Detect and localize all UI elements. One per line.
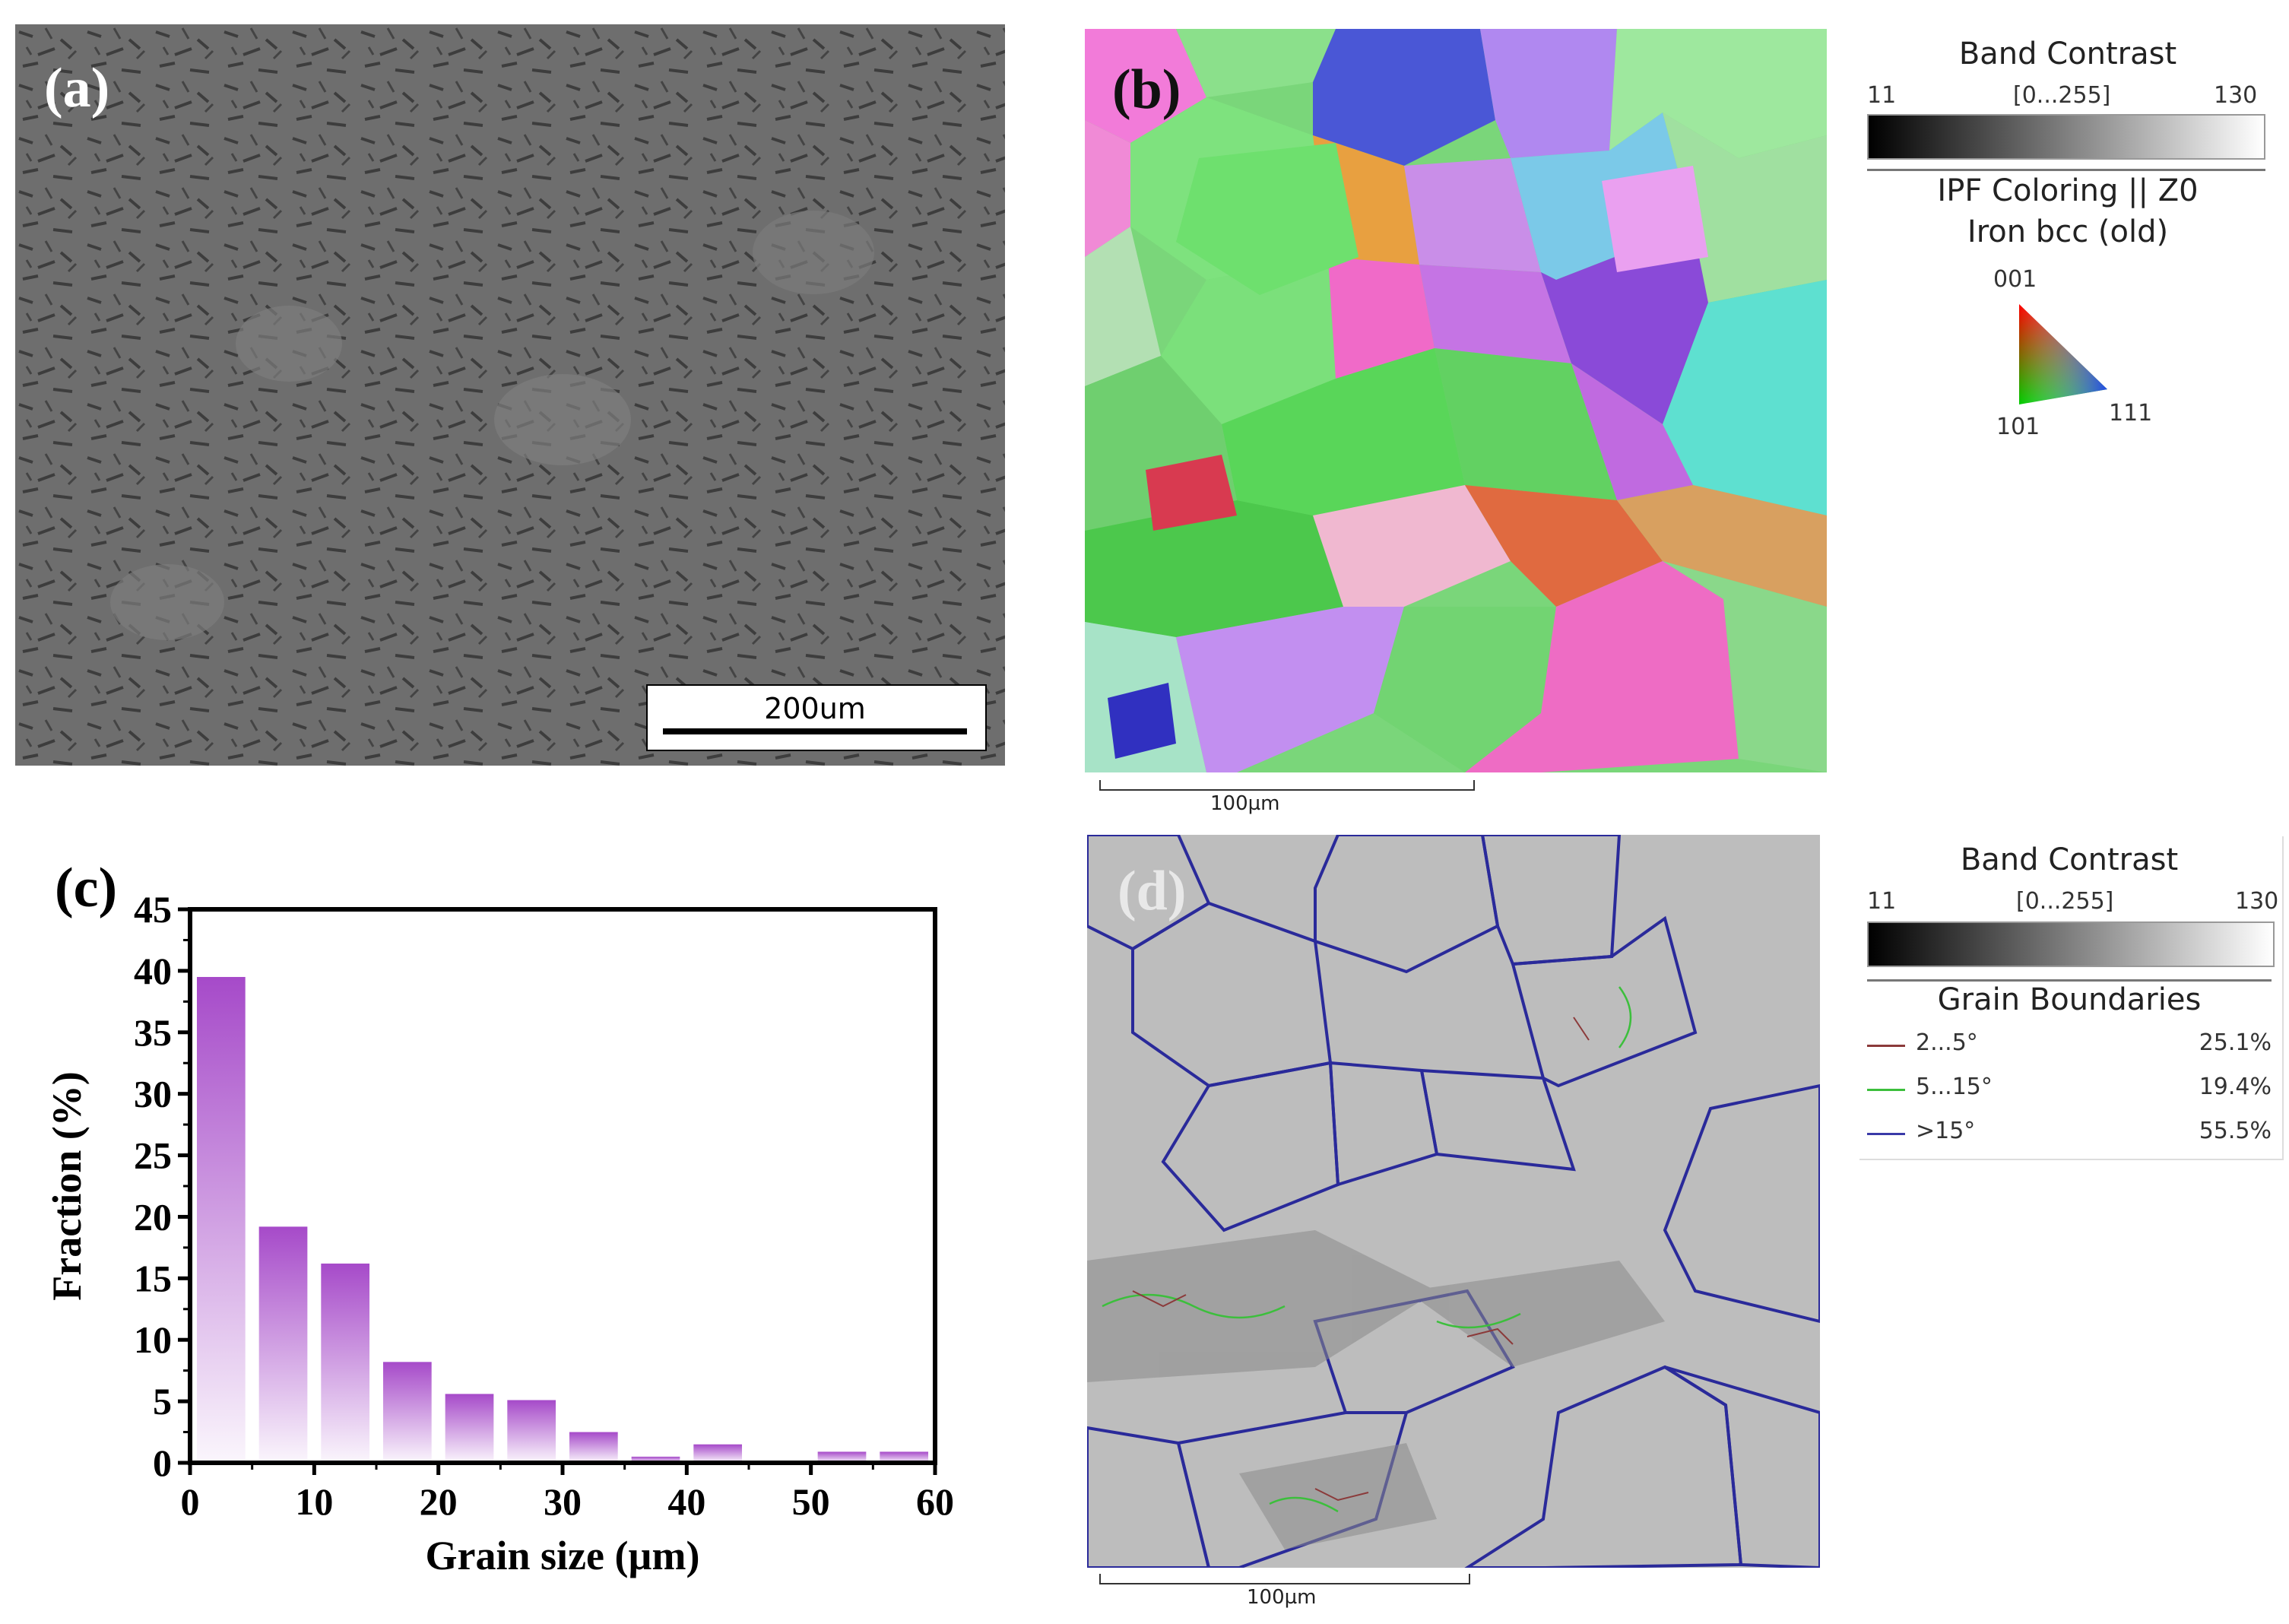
gb-label-high: >15° [1916, 1118, 1976, 1144]
histogram-bar [817, 1451, 867, 1463]
gb-label-mid: 5...15° [1916, 1074, 1993, 1100]
scalebar-box-a [646, 684, 987, 751]
gb-value-low: 25.1% [2199, 1029, 2272, 1056]
ipf-title: IPF Coloring || Z0 [1937, 173, 2199, 208]
gb-row-mid: 5...15° 19.4% [1867, 1072, 2272, 1105]
histogram-bar [507, 1400, 556, 1463]
scalebar-b [1099, 780, 1475, 791]
histogram-bar [569, 1432, 618, 1463]
x-tick-label: 10 [295, 1480, 333, 1523]
scalebar-a [663, 728, 967, 734]
legend-frame-d [1859, 836, 2284, 1160]
ipf-map-b: (b) [1085, 29, 1827, 772]
histogram-bar [258, 1226, 308, 1463]
panel-label-a: (a) [44, 57, 110, 119]
histogram-bar [196, 976, 246, 1463]
histogram-bar [382, 1362, 432, 1463]
band-contrast-max-b: 130 [2214, 82, 2258, 109]
y-tick-label: 20 [134, 1195, 172, 1238]
scalebar-label-a: 200um [764, 692, 866, 725]
x-tick-label: 60 [916, 1480, 954, 1523]
x-tick-label: 20 [420, 1480, 458, 1523]
legend-divider-d [1867, 979, 2272, 982]
panel-label-c: (c) [55, 857, 118, 919]
y-tick-label: 5 [153, 1380, 172, 1423]
x-axis-label: Grain size (µm) [425, 1533, 699, 1578]
histogram-bar [445, 1394, 494, 1463]
y-tick-label: 0 [153, 1442, 172, 1484]
phase-name: Iron bcc (old) [1967, 214, 2169, 249]
y-tick-label: 10 [134, 1318, 172, 1361]
y-tick-label: 45 [134, 888, 172, 931]
band-contrast-bar-b [1867, 114, 2265, 160]
gb-map-d: (d) [1087, 835, 1820, 1568]
gb-value-mid: 19.4% [2199, 1074, 2272, 1100]
y-tick-label: 40 [134, 950, 172, 992]
x-tick-label: 50 [792, 1480, 830, 1523]
y-tick-label: 30 [134, 1073, 172, 1115]
gb-swatch-low [1867, 1045, 1905, 1047]
y-tick-label: 35 [134, 1011, 172, 1054]
y-tick-label: 15 [134, 1257, 172, 1299]
band-contrast-bar-d [1867, 921, 2275, 967]
band-contrast-max-d: 130 [2235, 888, 2279, 915]
band-contrast-range-d: [0...255] [2016, 888, 2114, 915]
x-tick-label: 40 [667, 1480, 705, 1523]
band-contrast-title-b: Band Contrast [1958, 36, 2177, 71]
panel-label-d: (d) [1118, 860, 1187, 922]
gb-row-high: >15° 55.5% [1867, 1116, 2272, 1150]
histogram-bar [321, 1263, 370, 1463]
scalebar-label-d: 100µm [1247, 1586, 1317, 1609]
histogram-bar [693, 1444, 743, 1463]
histogram-bar [880, 1451, 929, 1463]
pole-101-label: 101 [1996, 414, 2040, 440]
y-tick-label: 25 [134, 1134, 172, 1177]
gb-swatch-mid [1867, 1089, 1905, 1091]
band-contrast-range-b: [0...255] [2013, 82, 2111, 109]
grain-size-histogram: 0 5 10 15 20 25 30 35 40 45 0 10 20 30 40 50 60 Grain siz… [44, 888, 954, 1578]
x-tick-label: 0 [181, 1480, 200, 1523]
micrograph-a: (a) 200um [15, 24, 1005, 766]
gb-value-high: 55.5% [2199, 1118, 2272, 1144]
pole-111-label: 111 [2109, 400, 2153, 427]
band-contrast-min-d: 11 [1867, 888, 1897, 915]
scalebar-label-b: 100µm [1210, 792, 1280, 815]
gb-label-low: 2...5° [1916, 1029, 1978, 1056]
band-contrast-title-d: Band Contrast [1960, 842, 2179, 877]
pole-001-label: 001 [1993, 266, 2037, 293]
grain-boundaries-title: Grain Boundaries [1937, 982, 2202, 1017]
legend-divider-b [1867, 169, 2265, 171]
panel-label-b: (b) [1112, 59, 1181, 121]
y-axis-label: Fraction (%) [44, 1071, 90, 1300]
gb-swatch-high [1867, 1133, 1905, 1135]
band-contrast-min-b: 11 [1867, 82, 1897, 109]
histogram-bar [631, 1456, 680, 1463]
x-tick-label: 30 [544, 1480, 582, 1523]
gb-row-low: 2...5° 25.1% [1867, 1028, 2272, 1061]
ipf-triangle-key [2019, 304, 2107, 404]
scalebar-d [1099, 1574, 1470, 1584]
